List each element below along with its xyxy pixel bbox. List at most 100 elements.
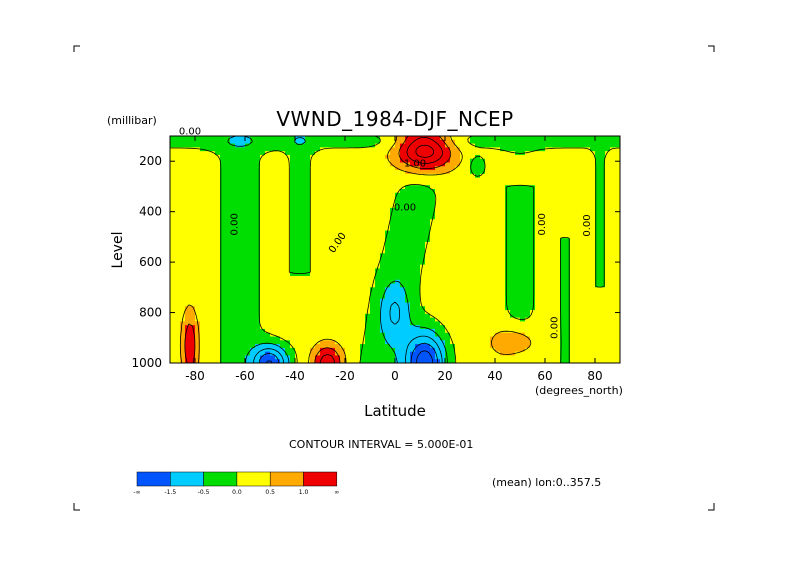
field-cell <box>210 321 216 326</box>
field-cell <box>195 325 201 330</box>
field-cell <box>575 257 581 262</box>
field-cell <box>385 196 391 201</box>
field-cell <box>220 310 226 315</box>
field-cell <box>325 328 331 334</box>
field-cell <box>415 328 421 334</box>
field-cell <box>485 325 491 330</box>
field-cell <box>345 328 351 334</box>
field-cell <box>565 215 571 220</box>
field-cell <box>340 170 346 175</box>
field-cell <box>220 264 226 269</box>
field-cell <box>365 136 371 141</box>
field-cell <box>450 219 456 224</box>
field-cell <box>520 321 526 326</box>
field-cell <box>320 181 326 186</box>
field-cell <box>370 268 376 273</box>
field-cell <box>225 279 231 284</box>
field-cell <box>360 257 366 262</box>
field-cell <box>570 332 576 337</box>
field-cell <box>315 181 321 186</box>
field-cell <box>435 287 441 292</box>
field-cell <box>325 321 331 326</box>
field-cell <box>335 313 341 318</box>
field-cell <box>440 275 446 281</box>
field-cell <box>330 241 336 247</box>
field-cell <box>480 226 486 231</box>
field-cell <box>180 223 186 228</box>
field-cell <box>305 336 311 341</box>
field-cell <box>345 249 351 254</box>
field-cell <box>220 215 226 220</box>
field-cell <box>425 336 431 341</box>
field-cell <box>415 181 421 186</box>
field-cell <box>490 173 496 179</box>
field-cell <box>435 200 441 205</box>
field-cell <box>180 219 186 224</box>
field-cell <box>200 200 206 205</box>
field-cell <box>385 317 391 322</box>
field-cell <box>255 268 261 273</box>
field-cell <box>585 136 591 141</box>
field-cell <box>445 245 451 250</box>
field-cell <box>430 223 436 228</box>
field-cell <box>225 332 231 337</box>
field-cell <box>220 268 226 273</box>
field-cell <box>550 321 556 326</box>
field-cell <box>370 238 376 243</box>
field-cell <box>260 287 266 292</box>
field-cell <box>240 328 246 334</box>
field-cell <box>465 340 471 345</box>
field-cell <box>380 158 386 163</box>
field-cell <box>375 177 381 182</box>
field-cell <box>260 313 266 318</box>
field-cell <box>250 147 256 152</box>
field-cell <box>540 245 546 250</box>
field-cell <box>560 166 566 171</box>
field-cell <box>190 226 196 231</box>
field-cell <box>415 287 421 292</box>
field-cell <box>550 283 556 288</box>
field-cell <box>425 200 431 205</box>
field-cell <box>390 181 396 186</box>
field-cell <box>415 264 421 269</box>
field-cell <box>220 325 226 330</box>
field-cell <box>205 238 211 243</box>
field-cell <box>570 317 576 322</box>
field-cell <box>345 166 351 171</box>
field-cell <box>250 298 256 303</box>
field-cell <box>300 332 306 337</box>
field-cell <box>540 207 546 213</box>
field-cell <box>580 321 586 326</box>
field-cell <box>180 211 186 216</box>
field-cell <box>455 245 461 250</box>
field-cell <box>170 355 176 360</box>
field-cell <box>340 204 346 209</box>
field-cell <box>515 317 521 322</box>
field-cell <box>360 166 366 171</box>
field-cell <box>500 154 506 160</box>
field-cell <box>315 260 321 266</box>
field-cell <box>245 219 251 224</box>
field-cell <box>440 294 446 300</box>
field-cell <box>215 147 221 152</box>
field-cell <box>260 279 266 284</box>
field-cell <box>405 154 411 160</box>
field-cell <box>550 264 556 269</box>
field-cell <box>530 241 536 247</box>
field-cell <box>250 200 256 205</box>
field-cell <box>525 185 531 190</box>
field-cell <box>515 351 521 356</box>
field-cell <box>205 136 211 141</box>
field-cell <box>540 219 546 224</box>
field-cell <box>190 154 196 160</box>
field-cell <box>490 196 496 201</box>
field-cell <box>360 332 366 337</box>
field-cell <box>555 173 561 179</box>
field-cell <box>450 344 456 349</box>
field-cell <box>380 260 386 266</box>
field-cell <box>375 317 381 322</box>
field-cell <box>275 272 281 277</box>
field-cell <box>190 321 196 326</box>
field-cell <box>455 355 461 360</box>
field-cell <box>285 359 291 363</box>
